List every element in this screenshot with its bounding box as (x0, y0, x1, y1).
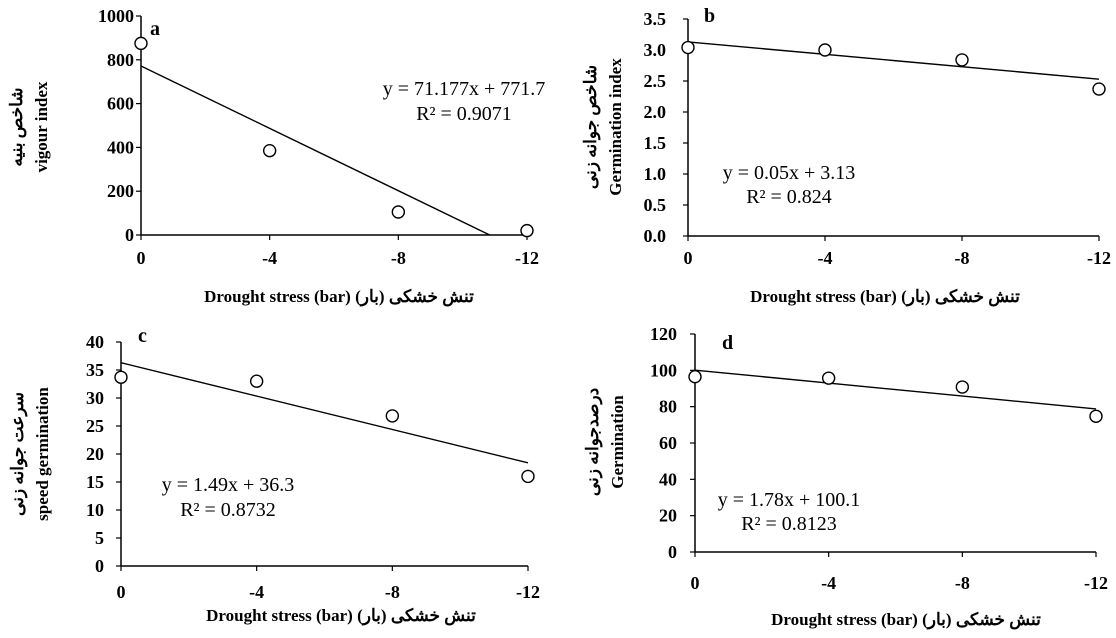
x-tick-label: -12 (515, 248, 539, 268)
y-tick-label: 40 (86, 332, 104, 352)
y-tick-label: 0.5 (644, 195, 667, 215)
y-axis-label-en: speed germination (33, 387, 52, 521)
r2-label: R² = 0.9071 (416, 103, 512, 125)
y-axis-label-fa: درصدجوانه زنی (583, 388, 603, 496)
y-tick-label: 0 (125, 225, 134, 245)
y-tick-label: 0.0 (644, 226, 667, 246)
y-tick-label: 1000 (98, 6, 134, 26)
x-tick-label: -12 (1087, 248, 1111, 268)
x-tick-label: -4 (821, 573, 836, 593)
y-tick-label: 35 (86, 360, 104, 380)
y-axis-label-fa: سرعت جوانه زنی (8, 392, 28, 516)
data-point (821, 371, 836, 385)
x-tick-label: -4 (262, 248, 277, 268)
y-tick-label: 20 (659, 506, 677, 526)
data-point (955, 380, 970, 394)
panel-b: 0.0 0.5 1.0 1.5 2.0 2.5 3.0 3.5 0 -4 -8 -12 b y = 0.0… (581, 5, 1111, 307)
y-tick-label: 40 (659, 469, 677, 489)
y-axis-label-en: Germination index (606, 58, 625, 196)
y-tick-label: 80 (659, 397, 677, 417)
data-point (681, 40, 695, 55)
data-point (134, 36, 148, 51)
data-point (1092, 82, 1106, 96)
y-tick-label: 15 (86, 472, 104, 492)
data-point (114, 370, 128, 384)
y-axis-label-en: vigour index (32, 81, 51, 172)
data-point (818, 43, 832, 57)
x-tick-label: -12 (516, 582, 540, 602)
x-tick-label: 0 (691, 573, 700, 593)
data-point (249, 374, 264, 388)
data-point (521, 469, 535, 484)
equation-label: y = 1.78x + 100.1 (718, 489, 861, 511)
y-tick-label: 1.0 (644, 164, 667, 184)
x-tick-label: 0 (684, 248, 693, 268)
r2-label: R² = 0.824 (746, 186, 832, 208)
panel-c: 0 5 10 15 20 25 30 35 40 0 -4 -8 -12 c y = 1.49x + 36.… (8, 325, 540, 626)
y-tick-label: 60 (659, 433, 677, 453)
y-axis-label-fa: شاخص جوانه زنی (581, 65, 601, 189)
y-tick-label: 100 (650, 360, 677, 380)
y-tick-label: 1.5 (644, 133, 667, 153)
data-point (520, 223, 534, 238)
x-axis-label: Drought stress (bar) (بار) تنش خشکی (771, 610, 1041, 630)
x-axis-label: Drought stress (bar) (بار) تنش خشکی (750, 287, 1020, 307)
y-axis-label-fa: شاخص بنیه (7, 87, 27, 166)
y-axis-label-en: Germination (608, 395, 627, 489)
data-point (262, 143, 277, 158)
x-tick-label: -4 (818, 248, 833, 268)
panel-letter: b (704, 5, 715, 27)
r2-label: R² = 0.8732 (180, 499, 276, 521)
equation-label: y = 71.177x + 771.7 (383, 78, 546, 100)
data-point (688, 369, 702, 384)
y-tick-label: 2.5 (644, 71, 667, 91)
x-tick-label: -8 (955, 248, 970, 268)
panel-a: 0 200 400 600 800 1000 0 -4 -8 -12 a y = 71.177x + … (7, 6, 545, 307)
x-axis-label: Drought stress (bar) (بار) تنش خشکی (204, 287, 474, 307)
y-tick-label: 0 (95, 556, 104, 576)
y-tick-label: 600 (107, 94, 134, 114)
x-tick-label: -8 (385, 582, 400, 602)
x-tick-label: -12 (1084, 573, 1108, 593)
panel-letter: d (722, 332, 733, 354)
y-tick-label: 120 (650, 324, 677, 344)
trendline-b (687, 41, 1100, 80)
y-tick-label: 0 (668, 542, 677, 562)
x-tick-label: -8 (391, 248, 406, 268)
equation-label: y = 0.05x + 3.13 (723, 162, 856, 184)
x-tick-label: -8 (955, 573, 970, 593)
y-tick-label: 200 (107, 181, 134, 201)
y-tick-label: 800 (107, 50, 134, 70)
x-axis-label: Drought stress (bar) (بار) تنش خشکی (206, 606, 476, 626)
x-tick-label: 0 (137, 248, 146, 268)
panel-letter: c (138, 325, 147, 347)
equation-label: y = 1.49x + 36.3 (162, 474, 295, 496)
x-tick-label: -4 (249, 582, 264, 602)
trendline-a (140, 65, 490, 236)
y-tick-label: 2.0 (644, 102, 667, 122)
data-point (391, 205, 406, 219)
y-tick-label: 20 (86, 444, 104, 464)
data-point (385, 409, 400, 423)
y-tick-label: 3.0 (644, 40, 667, 60)
trendline-c (120, 362, 529, 464)
data-point (955, 53, 969, 67)
y-tick-label: 3.5 (644, 9, 667, 29)
y-tick-label: 5 (95, 528, 104, 548)
y-tick-label: 400 (107, 137, 134, 157)
y-tick-label: 30 (86, 388, 104, 408)
y-tick-label: 25 (86, 416, 104, 436)
panel-d: 0 20 40 60 80 100 120 0 -4 -8 -12 d y = 1.78x + 100.… (583, 324, 1108, 630)
y-tick-label: 10 (86, 500, 104, 520)
r2-label: R² = 0.8123 (741, 513, 837, 535)
trendline-d (694, 369, 1097, 410)
x-tick-label: 0 (117, 582, 126, 602)
data-point (1089, 409, 1103, 423)
panel-letter: a (150, 18, 160, 40)
